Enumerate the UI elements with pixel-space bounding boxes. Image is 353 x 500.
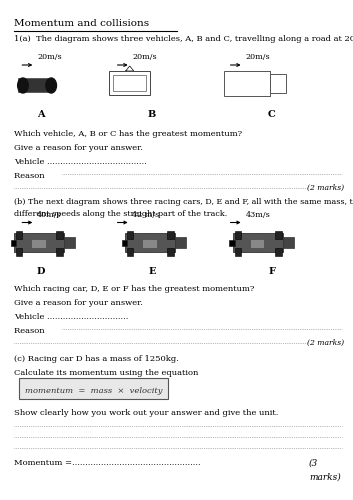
Bar (143, 239, 157, 248)
Bar (18, 78, 51, 92)
Text: marks): marks) (309, 473, 341, 482)
Bar (109, 71, 150, 95)
Text: Reason: Reason (14, 327, 47, 335)
Bar (56, 230, 63, 238)
Text: 42 m/s: 42 m/s (132, 210, 160, 218)
Text: 43m/s: 43m/s (245, 210, 270, 218)
Text: Reason: Reason (14, 172, 47, 180)
Text: Show clearly how you work out your answer and give the unit.: Show clearly how you work out your answe… (14, 409, 279, 417)
Text: A: A (37, 110, 44, 119)
Text: 20m/s: 20m/s (37, 53, 62, 61)
Bar (275, 230, 282, 238)
Text: 40m/s: 40m/s (37, 210, 62, 218)
Text: C: C (268, 110, 276, 119)
Text: Momentum and collisions: Momentum and collisions (14, 18, 149, 28)
Bar (14, 233, 64, 252)
Text: Give a reason for your answer.: Give a reason for your answer. (14, 299, 143, 307)
Text: (2 marks): (2 marks) (307, 339, 344, 347)
Text: Vehicle ...............................: Vehicle ............................... (14, 313, 128, 321)
Text: different speeds along the straight part of the track.: different speeds along the straight part… (14, 210, 227, 218)
Text: F: F (268, 268, 275, 276)
Text: Momentum =.................................................: Momentum =..............................… (14, 459, 201, 467)
Bar (175, 237, 186, 248)
Circle shape (46, 78, 56, 93)
Bar (167, 248, 174, 256)
Bar (235, 230, 241, 238)
Bar (233, 233, 282, 252)
Bar (19, 378, 168, 399)
Bar (31, 239, 46, 248)
Bar (16, 248, 22, 256)
Text: 20m/s: 20m/s (245, 53, 270, 61)
Text: (c) Racing car D has a mass of 1250kg.: (c) Racing car D has a mass of 1250kg. (14, 355, 179, 363)
Bar (167, 230, 174, 238)
Text: Vehicle ......................................: Vehicle ................................… (14, 158, 147, 166)
Bar (127, 230, 133, 238)
Bar (16, 230, 22, 238)
Bar (127, 248, 133, 256)
Text: Calculate its momentum using the equation: Calculate its momentum using the equatio… (14, 369, 198, 377)
Bar (11, 240, 16, 246)
Bar (270, 74, 286, 93)
Text: E: E (148, 268, 156, 276)
Text: 1(a)  The diagram shows three vehicles, A, B and C, travelling along a road at 2: 1(a) The diagram shows three vehicles, A… (14, 35, 353, 43)
Text: 20m/s: 20m/s (132, 53, 157, 61)
Text: Which racing car, D, E or F has the greatest momentum?: Which racing car, D, E or F has the grea… (14, 285, 255, 293)
Bar (275, 248, 282, 256)
Text: D: D (36, 268, 45, 276)
Bar (64, 237, 75, 248)
Text: Which vehicle, A, B or C has the greatest momentum?: Which vehicle, A, B or C has the greates… (14, 130, 242, 138)
Circle shape (18, 78, 28, 93)
Bar (229, 240, 235, 246)
Text: Give a reason for your answer.: Give a reason for your answer. (14, 144, 143, 152)
Bar (122, 240, 127, 246)
Bar (125, 233, 175, 252)
Bar (56, 248, 63, 256)
Text: (b) The next diagram shows three racing cars, D, E and F, all with the same mass: (b) The next diagram shows three racing … (14, 198, 353, 205)
Text: (3: (3 (309, 459, 318, 468)
Bar (250, 239, 264, 248)
Text: B: B (148, 110, 156, 119)
Bar (224, 72, 270, 96)
Text: momentum  =  mass  ×  velocity: momentum = mass × velocity (25, 387, 162, 395)
Text: (2 marks): (2 marks) (307, 184, 344, 192)
Bar (113, 75, 146, 91)
Bar (235, 248, 241, 256)
Bar (282, 237, 294, 248)
